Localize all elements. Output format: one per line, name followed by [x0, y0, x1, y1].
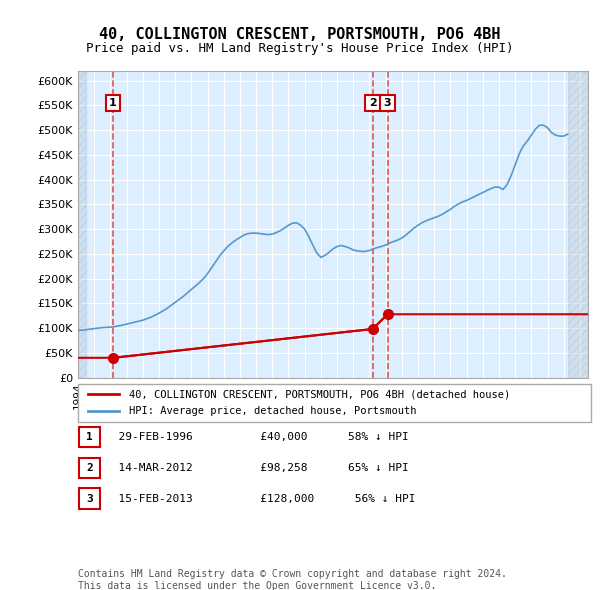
FancyBboxPatch shape	[78, 384, 591, 422]
Text: 1: 1	[86, 432, 93, 442]
FancyBboxPatch shape	[79, 458, 100, 478]
Text: 2: 2	[369, 98, 377, 108]
Text: 40, COLLINGTON CRESCENT, PORTSMOUTH, PO6 4BH: 40, COLLINGTON CRESCENT, PORTSMOUTH, PO6…	[99, 27, 501, 41]
Text: 1: 1	[109, 98, 117, 108]
Text: Price paid vs. HM Land Registry's House Price Index (HPI): Price paid vs. HM Land Registry's House …	[86, 42, 514, 55]
Bar	[568, 71, 588, 378]
Bar	[78, 71, 86, 378]
Text: 3: 3	[86, 494, 93, 503]
FancyBboxPatch shape	[79, 489, 100, 509]
Text: 29-FEB-1996          £40,000      58% ↓ HPI: 29-FEB-1996 £40,000 58% ↓ HPI	[105, 432, 409, 442]
Text: 14-MAR-2012          £98,258      65% ↓ HPI: 14-MAR-2012 £98,258 65% ↓ HPI	[105, 463, 409, 473]
Text: Contains HM Land Registry data © Crown copyright and database right 2024.
This d: Contains HM Land Registry data © Crown c…	[78, 569, 507, 590]
FancyBboxPatch shape	[79, 427, 100, 447]
Text: 3: 3	[384, 98, 391, 108]
Text: 40, COLLINGTON CRESCENT, PORTSMOUTH, PO6 4BH (detached house): 40, COLLINGTON CRESCENT, PORTSMOUTH, PO6…	[130, 389, 511, 399]
Text: 15-FEB-2013          £128,000      56% ↓ HPI: 15-FEB-2013 £128,000 56% ↓ HPI	[105, 494, 415, 503]
Text: 2: 2	[86, 463, 93, 473]
Text: HPI: Average price, detached house, Portsmouth: HPI: Average price, detached house, Port…	[130, 406, 417, 416]
